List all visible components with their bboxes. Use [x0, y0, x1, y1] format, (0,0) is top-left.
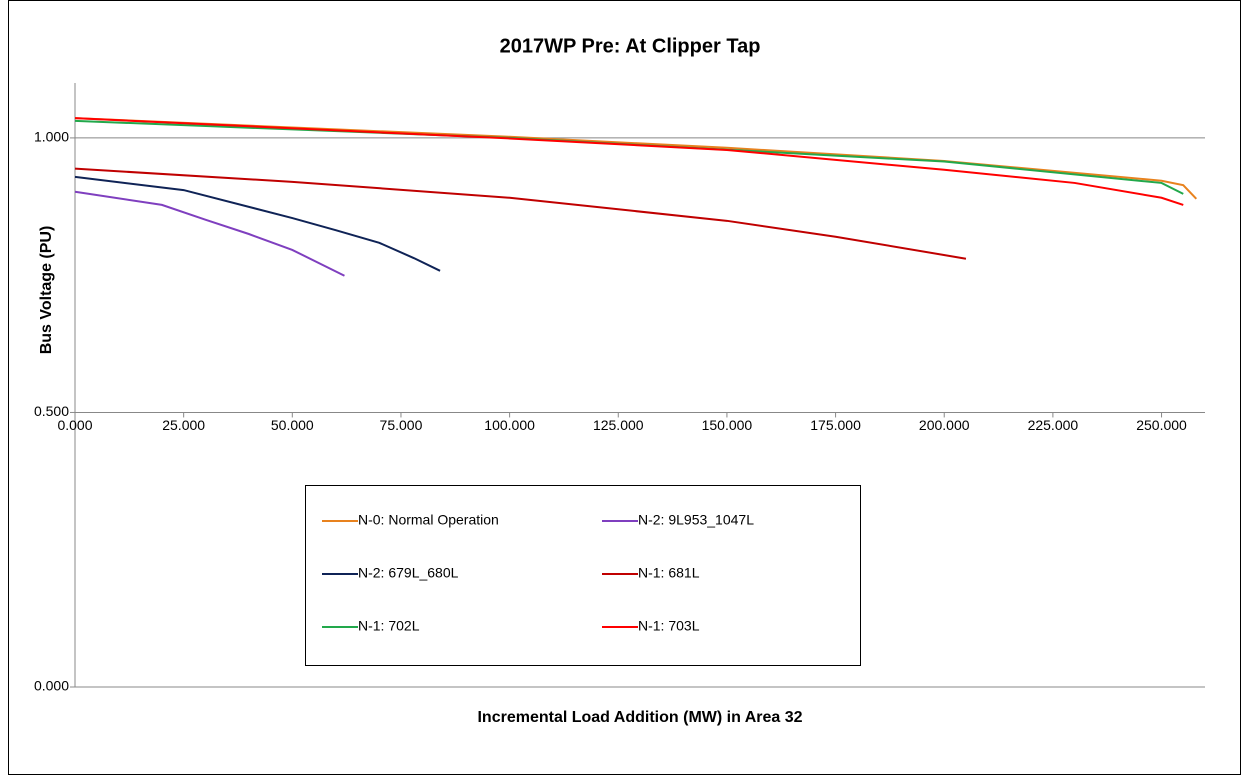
y-axis-title: Bus Voltage (PU): [38, 226, 55, 355]
x-tick-label: 75.000: [380, 417, 423, 433]
x-tick-label: 250.000: [1136, 417, 1187, 433]
x-tick-label: 175.000: [810, 417, 861, 433]
x-tick-label: 225.000: [1028, 417, 1079, 433]
legend-label: N-1: 681L: [638, 565, 700, 581]
x-tick-label: 50.000: [271, 417, 314, 433]
x-axis-title: Incremental Load Addition (MW) in Area 3…: [477, 709, 802, 726]
legend-label: N-2: 679L_680L: [358, 565, 459, 581]
y-tick-label: 0.500: [34, 403, 69, 419]
series-line: [74, 117, 1184, 206]
x-tick-label: 0.000: [57, 417, 92, 433]
series-line: [74, 190, 345, 277]
legend-label: N-1: 702L: [358, 618, 420, 634]
series-line: [74, 175, 441, 272]
legend-label: N-0: Normal Operation: [358, 512, 499, 528]
legend-label: N-1: 703L: [638, 618, 700, 634]
legend: [305, 485, 861, 666]
series-line: [74, 167, 967, 260]
x-tick-label: 100.000: [484, 417, 535, 433]
x-tick-label: 200.000: [919, 417, 970, 433]
x-tick-label: 125.000: [593, 417, 644, 433]
y-tick-label: 1.000: [34, 129, 69, 145]
x-tick-label: 25.000: [162, 417, 205, 433]
legend-label: N-2: 9L953_1047L: [638, 512, 754, 528]
x-tick-label: 150.000: [702, 417, 753, 433]
y-tick-label: 0.000: [34, 678, 69, 694]
chart-title: 2017WP Pre: At Clipper Tap: [500, 35, 761, 57]
